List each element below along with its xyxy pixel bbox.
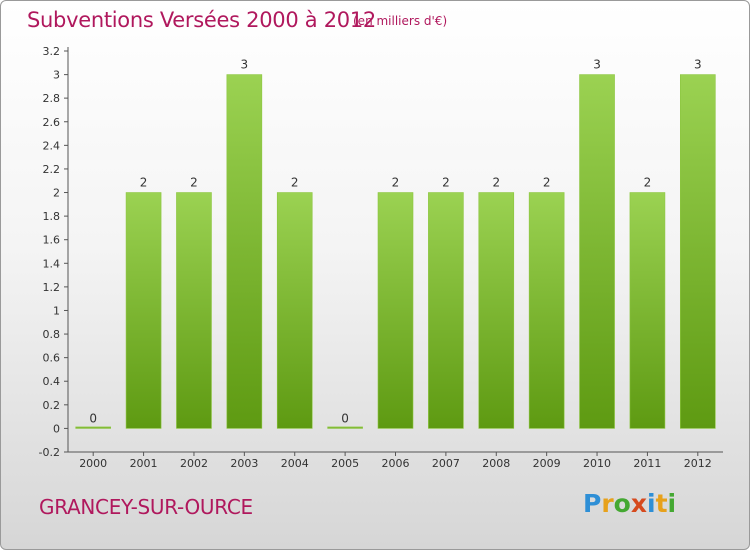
y-tick-label: 1.6 xyxy=(43,234,61,247)
y-tick-label: 1.2 xyxy=(43,281,61,294)
bar xyxy=(176,192,212,429)
bar xyxy=(579,74,615,429)
y-tick-label: 3.2 xyxy=(43,45,61,58)
axes: -0.2 0 0.2 0.4 0.6 0.8 1 1.2 1.4 1.6 1.8 2 2.2 2.4 2.6… xyxy=(39,45,723,470)
y-tick-label: 0 xyxy=(53,422,60,435)
y-tick-label: 0.6 xyxy=(43,352,61,365)
x-tick-label: 2008 xyxy=(482,457,510,470)
y-tick-label: 1.4 xyxy=(43,257,61,270)
y-tick-label: 0.8 xyxy=(43,328,61,341)
bar-value-label: 2 xyxy=(644,176,652,190)
x-tick-label: 2011 xyxy=(633,457,661,470)
bar-value-label: 2 xyxy=(492,176,500,190)
x-tick-label: 2007 xyxy=(432,457,460,470)
y-tick-label: 2.2 xyxy=(43,163,61,176)
bar xyxy=(125,192,162,429)
bar xyxy=(75,426,111,429)
bar-value-label: 2 xyxy=(442,176,450,190)
bar xyxy=(226,74,263,429)
y-tick-label: 2.6 xyxy=(43,116,61,129)
y-tick-label: 0.4 xyxy=(43,375,61,388)
logo-letter: o xyxy=(613,489,631,518)
x-tick-label: 2010 xyxy=(583,457,611,470)
bar-value-label: 0 xyxy=(89,411,97,425)
y-tick-label: 2.4 xyxy=(43,139,61,152)
x-tick-label: 2002 xyxy=(180,457,208,470)
bar xyxy=(528,192,565,429)
x-tick-label: 2009 xyxy=(533,457,561,470)
logo-letter: i xyxy=(667,489,677,518)
logo-letter: P xyxy=(583,489,602,518)
bar-value-label: 2 xyxy=(543,176,551,190)
y-tick-label: 2 xyxy=(53,187,60,200)
chart-title: Subventions Versées 2000 à 2012 xyxy=(27,8,376,32)
bar-value-label: 3 xyxy=(593,58,601,72)
bars xyxy=(75,74,716,429)
x-tick-label: 2006 xyxy=(382,457,410,470)
x-tick-label: 2005 xyxy=(331,457,359,470)
logo-letter: r xyxy=(601,489,614,518)
bar-value-label: 2 xyxy=(190,176,198,190)
bar-value-label: 0 xyxy=(341,411,349,425)
y-tick-label: 1.8 xyxy=(43,210,61,223)
y-tick-label: 1 xyxy=(53,304,60,317)
y-tick-label: -0.2 xyxy=(39,446,60,459)
bar xyxy=(276,192,313,429)
bar-value-label: 2 xyxy=(392,176,400,190)
bar-value-label: 2 xyxy=(140,176,148,190)
proxiti-logo[interactable]: Proxiti xyxy=(583,489,676,518)
bar xyxy=(680,74,716,429)
bar-value-label: 2 xyxy=(291,176,299,190)
bar xyxy=(377,192,414,429)
y-tick-label: 3 xyxy=(53,69,60,82)
y-tick-label: 0.2 xyxy=(43,399,61,412)
x-tick-label: 2004 xyxy=(281,457,309,470)
y-tick-label: 2.8 xyxy=(43,92,61,105)
bar-value-label: 3 xyxy=(241,58,249,72)
logo-letter: i xyxy=(647,489,656,518)
logo-letter: x xyxy=(630,489,647,518)
bar xyxy=(478,192,515,429)
bar-value-label: 3 xyxy=(694,58,702,72)
chart-unit-note: (en milliers d'€) xyxy=(353,14,448,28)
value-labels: 0 2 2 3 2 0 2 2 2 2 3 2 3 xyxy=(89,58,701,426)
logo-letter: t xyxy=(655,489,668,518)
x-tick-label: 2000 xyxy=(79,457,107,470)
x-tick-label: 2003 xyxy=(230,457,258,470)
commune-name: GRANCEY-SUR-OURCE xyxy=(39,495,253,519)
bar xyxy=(327,426,363,429)
x-tick-label: 2001 xyxy=(130,457,158,470)
x-tick-label: 2012 xyxy=(684,457,712,470)
bar xyxy=(629,192,666,429)
bar xyxy=(428,192,464,429)
